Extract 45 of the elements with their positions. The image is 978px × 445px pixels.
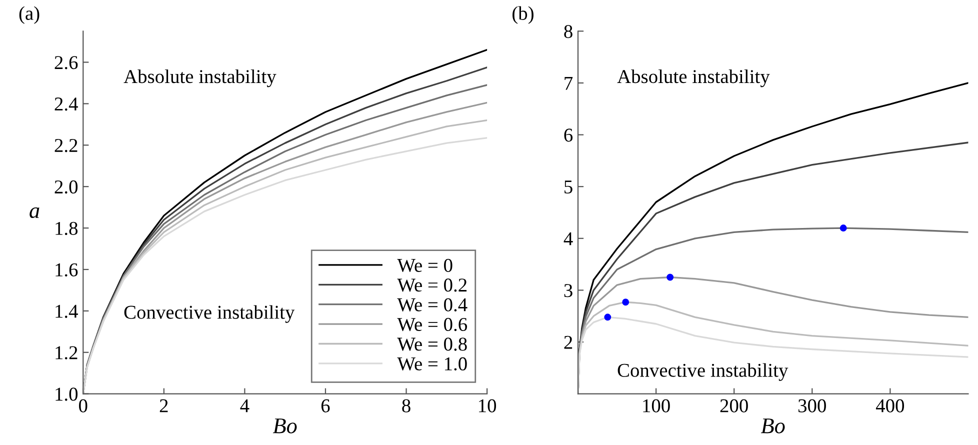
- x-tick-label: 400: [876, 399, 904, 412]
- x-tick-label: 100: [643, 399, 670, 412]
- y-tick-label: 1.8: [56, 222, 78, 236]
- point: [604, 314, 612, 321]
- y-tick-label: 2.2: [54, 139, 78, 152]
- y-tick-label: 8: [564, 24, 572, 38]
- y-tick-label: 1.2: [56, 346, 78, 360]
- point: [666, 274, 674, 281]
- x-tick-label: 300: [798, 399, 826, 412]
- legend-label: We = 0.6: [397, 318, 468, 332]
- y-tick-label: 2.6: [54, 56, 78, 70]
- chart-title: (a): [19, 6, 40, 24]
- y-tick-label: 2.0: [54, 180, 78, 194]
- y-axis-title: a: [30, 207, 40, 218]
- annotation: Convective instability: [124, 305, 295, 323]
- x-tick-label: 6: [321, 399, 330, 412]
- annotation: Absolute instability: [124, 69, 276, 88]
- x-axis-title: Bo: [272, 418, 297, 434]
- legend-label: We = 1.0: [397, 357, 467, 371]
- annotation: Absolute instability: [617, 69, 770, 88]
- y-tick-label: 1.6: [56, 263, 78, 276]
- annotation: Convective instability: [618, 363, 788, 381]
- x-tick-label: 10: [479, 399, 496, 412]
- y-tick-label: 3: [564, 284, 572, 298]
- y-tick-label: 6: [564, 128, 573, 142]
- x-tick-label: 8: [402, 399, 410, 412]
- y-tick-label: 2: [564, 336, 572, 349]
- point: [840, 224, 847, 232]
- x-tick-label: 0: [79, 399, 88, 412]
- y-tick-label: 2.4: [54, 98, 78, 111]
- x-tick-label: 4: [240, 399, 250, 412]
- x-tick-label: 2: [160, 399, 168, 412]
- legend-label: We = 0.2: [397, 278, 467, 292]
- y-tick-label: 1.0: [56, 388, 78, 401]
- legend-label: We = 0.4: [397, 298, 468, 312]
- y-tick-label: 7: [564, 76, 573, 90]
- legend-label: We = 0: [397, 258, 452, 272]
- x-tick-label: 200: [720, 399, 748, 412]
- legend-label: We = 0.8: [397, 338, 467, 351]
- chart-title: (b): [512, 6, 534, 24]
- y-tick-label: 1.4: [56, 304, 78, 318]
- y-tick-label: 5: [564, 180, 572, 194]
- x-axis-title: Bo: [760, 418, 785, 434]
- point: [622, 298, 630, 306]
- y-tick-label: 4: [564, 232, 573, 246]
